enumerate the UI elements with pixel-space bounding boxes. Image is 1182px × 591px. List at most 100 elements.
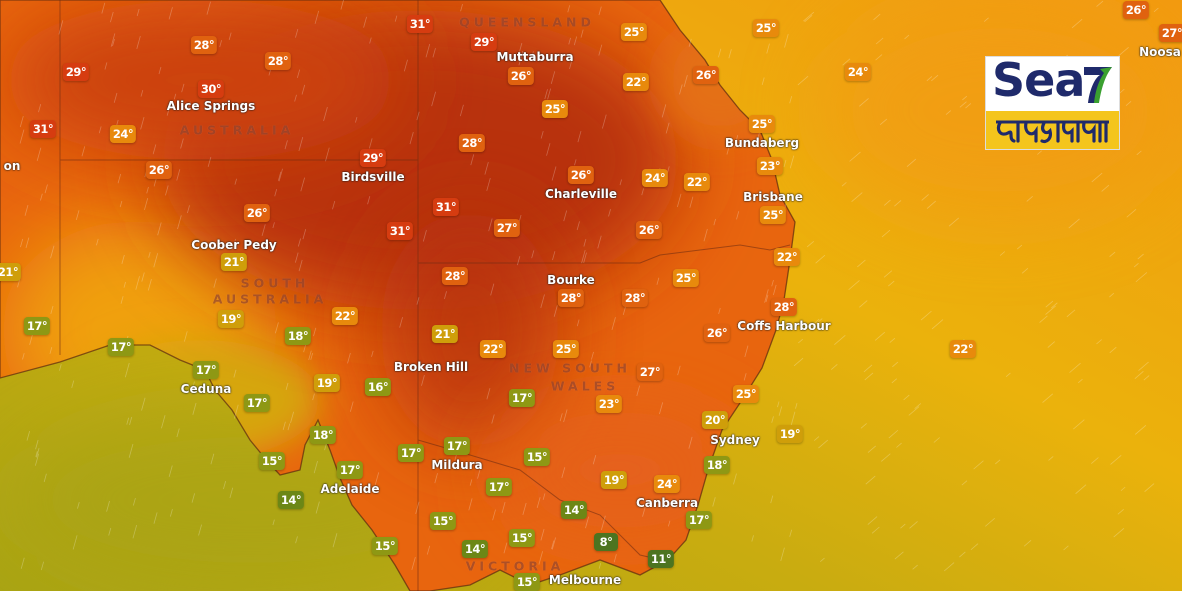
temperature-badge[interactable]: 25° [759, 206, 787, 224]
city-label[interactable]: Bundaberg [724, 136, 800, 150]
city-label[interactable]: Alice Springs [166, 99, 256, 113]
city-label[interactable]: Coober Pedy [191, 238, 277, 252]
temperature-badge[interactable]: 30° [197, 80, 225, 98]
temperature-badge[interactable]: 17° [107, 338, 135, 356]
temperature-badge[interactable]: 24° [844, 63, 872, 81]
temperature-badge[interactable]: 15° [513, 573, 541, 591]
temperature-badge[interactable]: 21° [220, 253, 248, 271]
temperature-badge[interactable]: 17° [508, 389, 536, 407]
temperature-badge[interactable]: 15° [523, 448, 551, 466]
temperature-badge[interactable]: 17° [397, 444, 425, 462]
temperature-badge[interactable]: 18° [703, 456, 731, 474]
temperature-badge[interactable]: 28° [441, 267, 469, 285]
temperature-badge[interactable]: 22° [683, 173, 711, 191]
city-label[interactable]: Charleville [545, 187, 617, 201]
temperature-badge[interactable]: 24° [653, 475, 681, 493]
temperature-badge[interactable]: 23° [756, 157, 784, 175]
temperature-badge[interactable]: 22° [622, 73, 650, 91]
temperature-badge[interactable]: 16° [364, 378, 392, 396]
temperature-badge[interactable]: 17° [243, 394, 271, 412]
temperature-badge[interactable]: 25° [752, 19, 780, 37]
temperature-badge[interactable]: 19° [776, 425, 804, 443]
city-label[interactable]: Muttaburra [496, 50, 574, 64]
temperature-badge[interactable]: 24° [109, 125, 137, 143]
city-label[interactable]: Mildura [431, 458, 483, 472]
temperature-badge[interactable]: 28° [458, 134, 486, 152]
temperature-badge[interactable]: 15° [429, 512, 457, 530]
temperature-badge[interactable]: 14° [461, 540, 489, 558]
logo-seven-mark [1084, 67, 1112, 103]
temperature-badge[interactable]: 25° [552, 340, 580, 358]
temperature-badge[interactable]: 25° [732, 385, 760, 403]
city-label[interactable]: Adelaide [320, 482, 380, 496]
city-label[interactable]: Bourke [547, 273, 595, 287]
temperature-badge[interactable]: 17° [443, 437, 471, 455]
temperature-badge[interactable]: 14° [560, 501, 588, 519]
temperature-badge[interactable]: 18° [284, 327, 312, 345]
temperature-badge[interactable]: 29° [470, 33, 498, 51]
temperature-badge[interactable]: 17° [192, 361, 220, 379]
city-label[interactable]: Sydney [710, 433, 760, 447]
temperature-badge[interactable]: 23° [595, 395, 623, 413]
temperature-badge[interactable]: 15° [258, 452, 286, 470]
temperature-badge[interactable]: 26° [507, 67, 535, 85]
temperature-badge[interactable]: 26° [1122, 1, 1150, 19]
temperature-badge[interactable]: 14° [277, 491, 305, 509]
temperature-badge[interactable]: 22° [479, 340, 507, 358]
city-label[interactable]: on [3, 159, 21, 173]
city-label[interactable]: Broken Hill [393, 360, 469, 374]
city-label[interactable]: Ceduna [180, 382, 232, 396]
temperature-badge[interactable]: 17° [336, 461, 364, 479]
temperature-badge[interactable]: 26° [567, 166, 595, 184]
temperature-badge[interactable]: 31° [432, 198, 460, 216]
temperature-badge[interactable]: 28° [557, 289, 585, 307]
temperature-badge[interactable]: 17° [685, 511, 713, 529]
temperature-badge[interactable]: 25° [672, 269, 700, 287]
temperature-badge[interactable]: 17° [485, 478, 513, 496]
temperature-badge[interactable]: 19° [600, 471, 628, 489]
temperature-badge[interactable]: 28° [264, 52, 292, 70]
temperature-badge[interactable]: 25° [620, 23, 648, 41]
wind-streak [542, 493, 546, 500]
temperature-badge[interactable]: 25° [541, 100, 569, 118]
temperature-badge[interactable]: 8° [594, 533, 618, 551]
temperature-badge[interactable]: 29° [62, 63, 90, 81]
temperature-badge[interactable]: 31° [386, 222, 414, 240]
city-label[interactable]: Brisbane [743, 190, 803, 204]
temperature-badge[interactable]: 26° [145, 161, 173, 179]
temperature-badge[interactable]: 22° [773, 248, 801, 266]
temperature-badge[interactable]: 28° [770, 298, 798, 316]
temperature-badge[interactable]: 19° [313, 374, 341, 392]
temperature-badge[interactable]: 27° [636, 363, 664, 381]
temperature-badge[interactable]: 19° [217, 310, 245, 328]
temperature-badge[interactable]: 26° [703, 324, 731, 342]
temperature-badge[interactable]: 20° [701, 411, 729, 429]
temperature-badge[interactable]: 26° [243, 204, 271, 222]
temperature-badge[interactable]: 29° [359, 149, 387, 167]
temperature-badge[interactable]: 31° [29, 120, 57, 138]
temperature-badge[interactable]: 26° [692, 66, 720, 84]
temperature-badge[interactable]: 11° [647, 550, 675, 568]
temperature-badge[interactable]: 17° [23, 317, 51, 335]
temperature-badge[interactable]: 15° [508, 529, 536, 547]
temperature-badge[interactable]: 15° [371, 537, 399, 555]
temperature-badge[interactable]: 26° [635, 221, 663, 239]
city-label[interactable]: Noosa [1139, 45, 1181, 59]
temperature-badge[interactable]: 21° [0, 263, 22, 281]
city-label[interactable]: Birdsville [341, 170, 405, 184]
temperature-badge[interactable]: 21° [431, 325, 459, 343]
temperature-badge[interactable]: 18° [309, 426, 337, 444]
temperature-badge[interactable]: 25° [748, 115, 776, 133]
temperature-badge[interactable]: 28° [190, 36, 218, 54]
city-label[interactable]: Coffs Harbour [737, 319, 831, 333]
temperature-badge[interactable]: 31° [406, 15, 434, 33]
city-label[interactable]: Canberra [635, 496, 699, 510]
temperature-badge[interactable]: 27° [1158, 24, 1182, 42]
temperature-badge[interactable]: 28° [621, 289, 649, 307]
temperature-badge[interactable]: 22° [949, 340, 977, 358]
temperature-badge[interactable]: 22° [331, 307, 359, 325]
temperature-badge[interactable]: 27° [493, 219, 521, 237]
city-label[interactable]: Melbourne [548, 573, 622, 587]
temperature-badge[interactable]: 24° [641, 169, 669, 187]
